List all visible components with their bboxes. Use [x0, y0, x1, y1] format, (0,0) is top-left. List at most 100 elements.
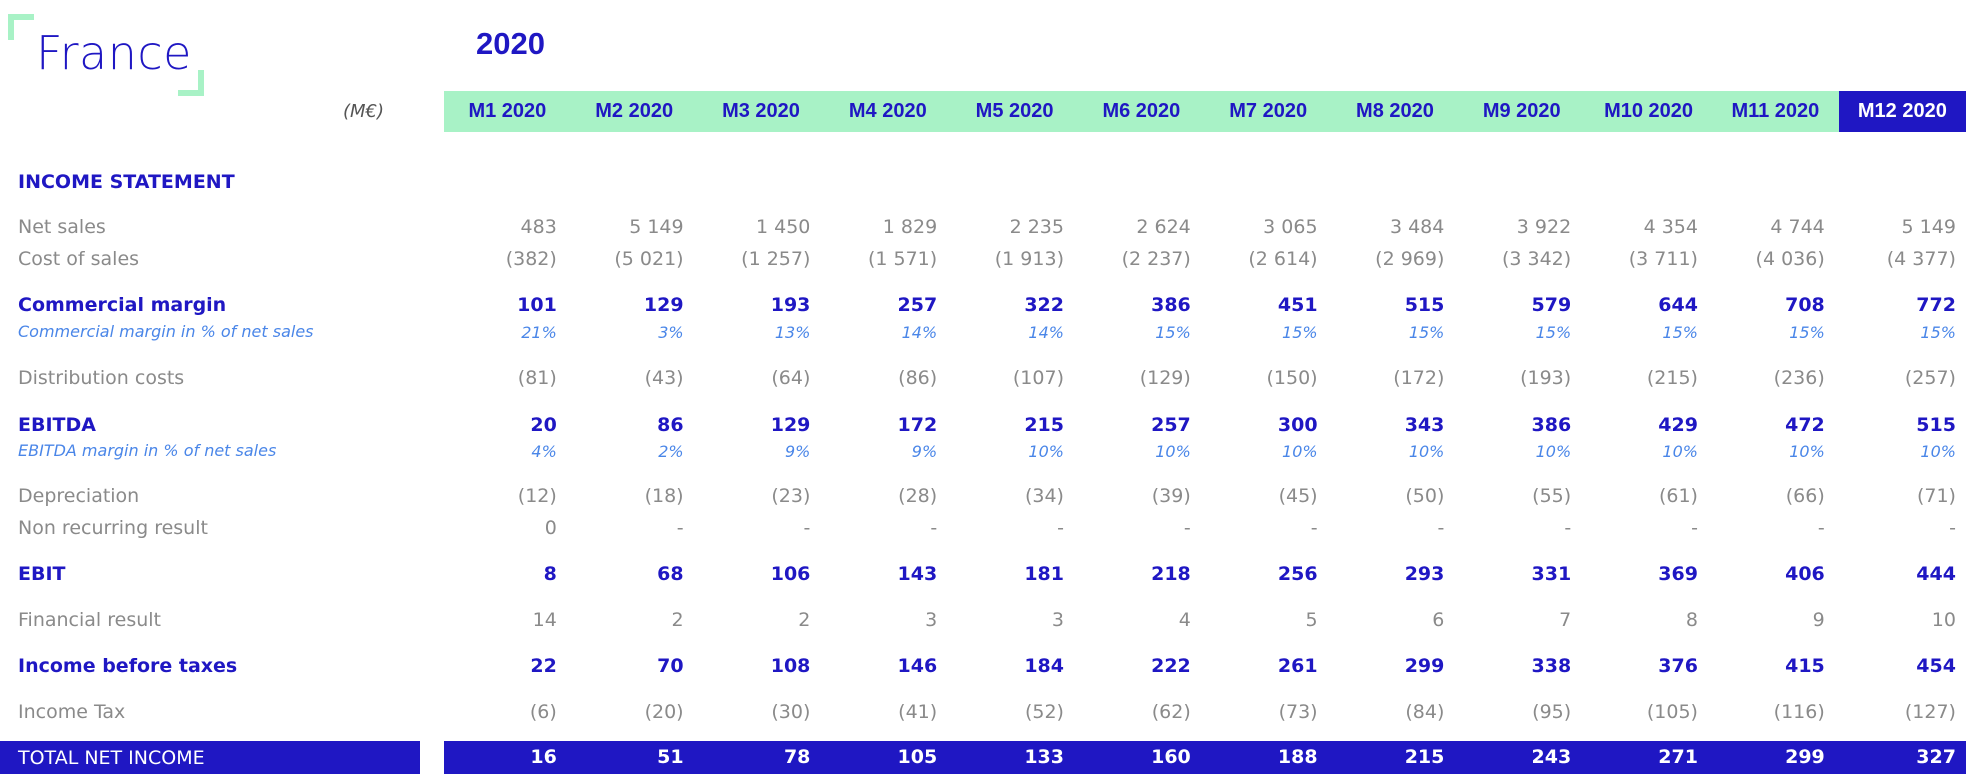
row-financial-result: Financial result 14 2 2 3 3 4 5 6 7 8 9 10	[0, 605, 1966, 635]
value-cell: 4 744	[1770, 216, 1825, 238]
value-cell: 369	[1658, 563, 1698, 585]
value-cell: 3 484	[1389, 216, 1445, 238]
month-header[interactable]: M4 2020	[848, 100, 927, 122]
value-cell: (20)	[644, 701, 684, 723]
row-commercial-margin: Commercial margin 101 129 193 257 322 386 451 51…	[0, 290, 1966, 320]
row-income-tax: Income Tax (6) (20) (30) (41) (52) (62) (73) (84…	[0, 697, 1966, 727]
value-cell: (2 969)	[1375, 248, 1445, 270]
value-cell: (127)	[1904, 701, 1956, 723]
value-cell: 15%	[1662, 323, 1698, 342]
value-cell: (105)	[1646, 701, 1698, 723]
value-cell: 146	[897, 655, 938, 677]
value-cell: (28)	[898, 485, 938, 507]
value-cell: 5 149	[629, 216, 684, 238]
month-header-active[interactable]: M12 2020	[1838, 91, 1966, 132]
value-cell: 772	[1916, 294, 1956, 316]
row-values: 8 68 106 143 181 218 256 293 331 369 406 444	[444, 559, 1966, 589]
value-cell: 271	[1658, 746, 1698, 768]
value-cell: 300	[1277, 414, 1318, 436]
row-label: EBITDA margin in % of net sales	[18, 441, 277, 460]
month-header[interactable]: M9 2020	[1482, 100, 1561, 122]
row-label: Cost of sales	[18, 248, 140, 270]
month-header[interactable]: M5 2020	[975, 100, 1054, 122]
month-header[interactable]: M1 2020	[468, 100, 547, 122]
row-depreciation: Depreciation (12) (18) (23) (28) (34) (39) (45)…	[0, 481, 1966, 511]
value-cell: 143	[897, 563, 938, 585]
value-cell: 1 450	[755, 216, 811, 238]
value-cell: 376	[1658, 655, 1698, 677]
value-cell: 5 149	[1901, 216, 1956, 238]
value-cell: (45)	[1278, 485, 1318, 507]
row-values: 0 - - - - - - - - - - -	[444, 513, 1966, 543]
value-cell: 515	[1404, 294, 1445, 316]
month-header[interactable]: M7 2020	[1229, 100, 1308, 122]
value-cell: 222	[1151, 655, 1191, 677]
month-header[interactable]: M3 2020	[722, 100, 800, 122]
value-cell: 4%	[531, 442, 557, 461]
row-values: (12) (18) (23) (28) (34) (39) (45) (50) (55) (61)…	[444, 481, 1966, 511]
value-cell: (18)	[644, 485, 684, 507]
value-cell: (84)	[1405, 701, 1445, 723]
value-cell: 15%	[1408, 323, 1445, 342]
value-cell: (41)	[898, 701, 938, 723]
value-cell: 8	[543, 563, 557, 585]
value-cell: 331	[1531, 563, 1572, 585]
value-cell: (66)	[1785, 485, 1825, 507]
value-cell: (55)	[1532, 485, 1572, 507]
value-cell: 10%	[1920, 442, 1956, 461]
value-cell: 2	[671, 609, 684, 631]
value-cell: 188	[1277, 746, 1318, 768]
row-values: (6) (20) (30) (41) (52) (62) (73) (84) (95) (105)…	[444, 697, 1966, 727]
value-cell: 2	[798, 609, 811, 631]
value-cell: (4 377)	[1886, 248, 1956, 270]
row-distribution-costs: Distribution costs (81) (43) (64) (86) (107)(…	[0, 363, 1966, 393]
row-label: Commercial margin in % of net sales	[18, 322, 314, 341]
value-cell: (3 711)	[1628, 248, 1698, 270]
value-cell: 10%	[1155, 442, 1191, 461]
value-cell: 101	[517, 294, 557, 316]
value-cell: 14%	[1028, 323, 1064, 342]
row-label: Financial result	[18, 609, 161, 631]
value-cell: (5 021)	[614, 248, 684, 270]
value-cell: 10%	[1028, 442, 1064, 461]
value-cell: (34)	[1024, 485, 1064, 507]
value-cell: 3 922	[1516, 216, 1572, 238]
value-cell: 299	[1785, 746, 1825, 768]
section-title: INCOME STATEMENT	[18, 171, 235, 193]
value-cell: (129)	[1139, 367, 1191, 389]
value-cell: (107)	[1012, 367, 1064, 389]
value-cell: 160	[1151, 746, 1191, 768]
value-cell: 406	[1785, 563, 1825, 585]
row-total-net-income: TOTAL NET INCOME 16 51 78 105 133 160 188 215 243…	[0, 741, 1966, 774]
value-cell: (23)	[771, 485, 811, 507]
value-cell: 451	[1277, 294, 1318, 316]
value-cell: (382)	[505, 248, 557, 270]
value-cell: 243	[1531, 746, 1572, 768]
value-cell: (39)	[1151, 485, 1191, 507]
value-cell: -	[1564, 517, 1572, 539]
value-cell: 215	[1024, 414, 1064, 436]
value-cell: 322	[1024, 294, 1064, 316]
value-cell: 3%	[658, 323, 684, 342]
value-cell: 327	[1916, 746, 1956, 768]
value-cell: 3 065	[1263, 216, 1318, 238]
value-cell: 172	[897, 414, 938, 436]
value-cell: (2 237)	[1121, 248, 1191, 270]
month-header[interactable]: M2 2020	[595, 100, 674, 122]
value-cell: (1 571)	[867, 248, 938, 270]
month-header[interactable]: M10 2020	[1604, 100, 1694, 122]
value-cell: (71)	[1916, 485, 1956, 507]
value-cell: 1 829	[882, 216, 938, 238]
month-header[interactable]: M11 2020	[1731, 100, 1820, 122]
value-cell: 20	[530, 414, 557, 436]
page-title: France	[36, 26, 192, 80]
month-header[interactable]: M8 2020	[1356, 100, 1434, 122]
row-label: Depreciation	[18, 485, 140, 507]
value-cell: 15%	[1282, 323, 1318, 342]
row-non-recurring-result: Non recurring result 0 - - - - - - - - - - -	[0, 513, 1966, 543]
row-label: Income Tax	[18, 701, 126, 723]
value-cell: (62)	[1151, 701, 1191, 723]
month-header[interactable]: M6 2020	[1102, 100, 1181, 122]
value-cell: (215)	[1646, 367, 1698, 389]
value-cell: 257	[1151, 414, 1191, 436]
